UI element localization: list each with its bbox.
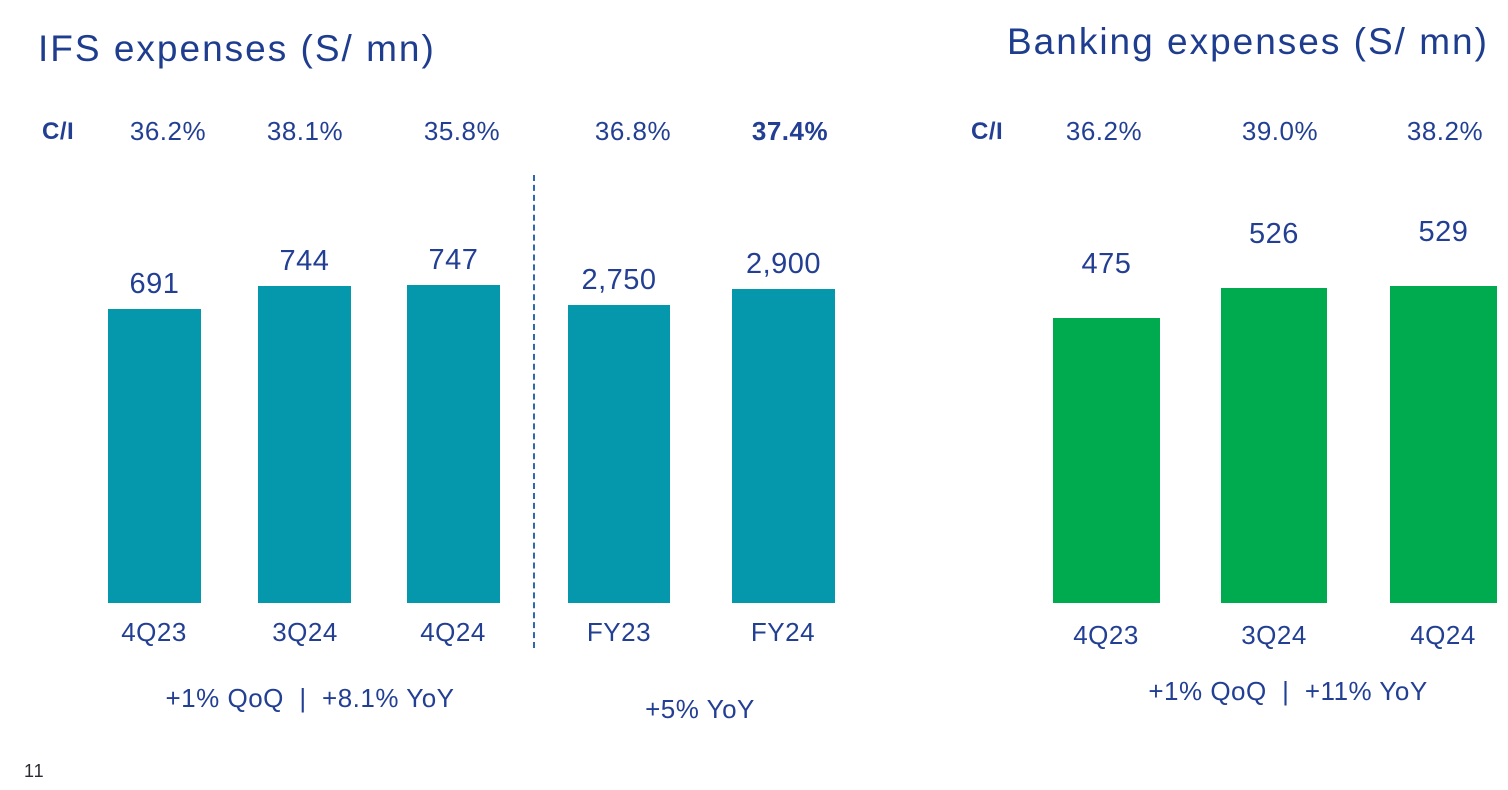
ifs-bar-3q24 — [258, 286, 351, 603]
ifs-ci-value-fy23: 36.8% — [594, 116, 672, 146]
ifs-bar-value-4q24: 747 — [428, 244, 479, 276]
ifs-ci-value-fy24: 37.4% — [751, 116, 829, 146]
ifs-bar-cell-3q24: 744 — [258, 240, 351, 603]
banking-quarterly-growth-footnote: +1% QoQ | +11% YoY — [1148, 676, 1428, 706]
banking-bar-cell-4q24: 529 — [1390, 215, 1497, 603]
ifs-bar-4q23 — [108, 309, 201, 603]
banking-bar-value-4q24: 529 — [1418, 216, 1469, 248]
ifs-bar-cell-fy23: 2,750 — [568, 240, 670, 603]
banking-ci-value-4q24: 38.2% — [1406, 116, 1484, 146]
ifs-bar-fy23 — [568, 305, 670, 603]
ifs-bar-cell-4q24: 747 — [407, 240, 500, 603]
ifs-x-label-4q24: 4Q24 — [420, 617, 486, 647]
ifs-bar-value-4q23: 691 — [129, 268, 180, 300]
ifs-ci-value-3q24: 38.1% — [266, 116, 344, 146]
ifs-ci-value-4q24: 35.8% — [423, 116, 501, 146]
banking-ci-value-4q23: 36.2% — [1065, 116, 1143, 146]
quarter-fullyear-divider-line — [533, 175, 535, 648]
ifs-bar-cell-4q23: 691 — [108, 240, 201, 603]
banking-bar-cell-3q24: 526 — [1221, 215, 1327, 603]
banking-bar-4q23 — [1053, 318, 1160, 603]
ifs-bar-4q24 — [407, 285, 500, 603]
ifs-bar-cell-fy24: 2,900 — [732, 240, 835, 603]
banking-ci-label: C/I — [971, 118, 1004, 145]
banking-x-label-4q24: 4Q24 — [1410, 620, 1476, 650]
banking-bar-value-4q23: 475 — [1081, 248, 1132, 280]
banking-chart-title: Banking expenses (S/ mn) — [1007, 21, 1489, 62]
ifs-bar-fy24 — [732, 289, 835, 603]
banking-x-label-4q23: 4Q23 — [1073, 620, 1139, 650]
ifs-fullyear-growth-footnote: +5% YoY — [645, 694, 755, 724]
banking-bar-3q24 — [1221, 288, 1327, 603]
ifs-ci-value-4q23: 36.2% — [129, 116, 207, 146]
ifs-x-label-4q23: 4Q23 — [121, 617, 187, 647]
banking-bar-cell-4q23: 475 — [1053, 215, 1160, 603]
ifs-bar-value-fy23: 2,750 — [581, 264, 657, 296]
ifs-x-label-3q24: 3Q24 — [272, 617, 338, 647]
ifs-bar-value-fy24: 2,900 — [745, 248, 822, 280]
ifs-quarterly-growth-footnote: +1% QoQ | +8.1% YoY — [165, 683, 455, 713]
banking-x-label-3q24: 3Q24 — [1241, 620, 1307, 650]
ifs-x-label-fy24: FY24 — [750, 617, 816, 647]
ifs-x-label-fy23: FY23 — [586, 617, 652, 647]
ifs-bar-value-3q24: 744 — [279, 245, 330, 277]
page-number: 11 — [24, 761, 45, 781]
banking-ci-value-3q24: 39.0% — [1241, 116, 1319, 146]
banking-bar-4q24 — [1390, 286, 1497, 603]
ifs-ci-label: C/I — [42, 118, 75, 145]
banking-bar-value-3q24: 526 — [1249, 218, 1299, 250]
ifs-chart-title: IFS expenses (S/ mn) — [38, 28, 436, 69]
